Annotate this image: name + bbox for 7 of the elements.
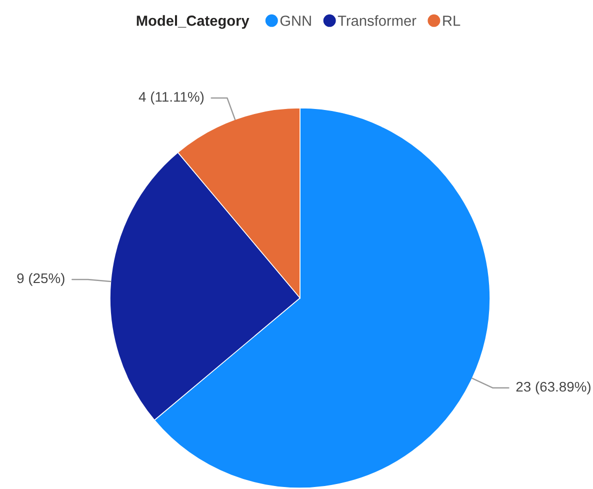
data-label: 23 (63.89%): [516, 381, 590, 394]
legend-label: Transformer: [338, 15, 416, 26]
data-label: 4 (11.11%): [138, 92, 204, 104]
data-label: 9 (25%): [17, 272, 64, 286]
legend-label: RL: [443, 16, 460, 26]
legend-title: Model_Category: [136, 15, 250, 29]
legend-label: GNN: [280, 16, 311, 26]
